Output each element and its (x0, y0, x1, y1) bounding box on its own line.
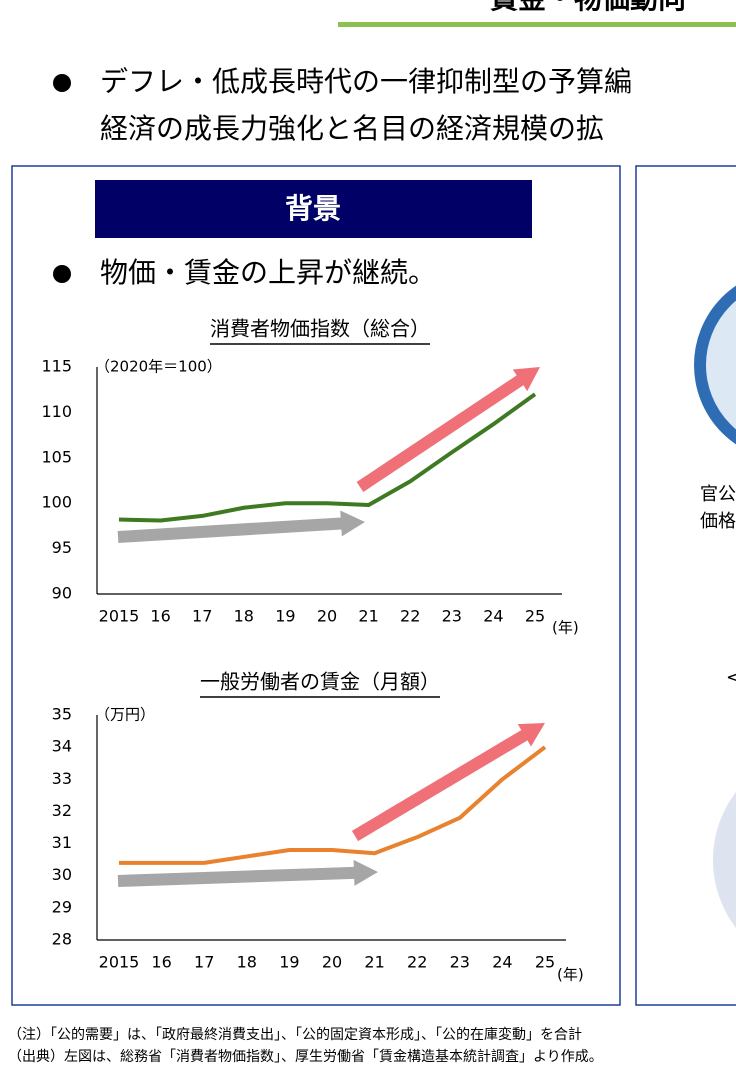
right-text: < (726, 667, 736, 688)
trend-arrow (356, 367, 540, 492)
chart-title: 一般労働者の賃金（月額） (200, 670, 440, 694)
x-tick-label: 2015 (99, 953, 140, 972)
y-tick-label: 29 (52, 897, 72, 916)
bullet-dot (53, 265, 71, 283)
x-tick-label: 22 (407, 953, 427, 972)
trend-arrow (351, 723, 545, 842)
x-unit-label: (年) (552, 619, 579, 637)
y-unit-label: （2020年＝100） (95, 358, 222, 376)
x-tick-label: 21 (364, 953, 384, 972)
left-panel (11, 165, 621, 1006)
x-tick-label: 24 (492, 953, 512, 972)
x-tick-label: 25 (525, 607, 545, 626)
x-unit-label: (年) (557, 966, 584, 984)
x-tick-label: 22 (400, 607, 420, 626)
x-tick-label: 17 (194, 953, 214, 972)
y-tick-label: 33 (52, 769, 72, 788)
data-line (118, 392, 537, 523)
y-tick-label: 28 (52, 930, 72, 949)
x-tick-label: 16 (150, 607, 170, 626)
circle-graphic (713, 792, 736, 928)
circle-graphic (694, 285, 736, 445)
right-text: 官公 (700, 484, 736, 505)
trend-arrow (117, 510, 366, 543)
trend-arrow (117, 859, 379, 887)
page-title: 賃金・物価動向 (489, 0, 686, 15)
y-tick-label: 32 (52, 801, 72, 820)
x-tick-label: 23 (450, 953, 470, 972)
x-tick-label: 23 (442, 607, 462, 626)
x-tick-label: 17 (192, 607, 212, 626)
y-tick-label: 31 (52, 833, 72, 852)
panel-heading: 背景 (285, 192, 341, 225)
y-tick-label: 90 (52, 584, 72, 603)
bullet-dot (53, 74, 71, 92)
x-tick-label: 18 (237, 953, 257, 972)
x-tick-label: 20 (317, 607, 337, 626)
y-tick-label: 100 (41, 493, 72, 512)
panel-bullet: 物価・賃金の上昇が継続。 (100, 256, 436, 289)
x-tick-label: 24 (483, 607, 503, 626)
x-tick-label: 18 (234, 607, 254, 626)
footnote: （出典）左図は、総務省「消費者物価指数」、厚生労働省「賃金構造基本統計調査」より… (8, 1048, 603, 1065)
x-tick-label: 19 (275, 607, 295, 626)
y-tick-label: 35 (52, 705, 72, 724)
bullet-text: 経済の成長力強化と名目の経済規模の拡 (100, 112, 604, 145)
x-tick-label: 25 (535, 953, 555, 972)
bullet-text: デフレ・低成長時代の一律抑制型の予算編 (100, 65, 632, 98)
right-text: 価格 (700, 511, 736, 532)
title-underline (338, 22, 736, 27)
footnote: （注）「公的需要」は、「政府最終消費支出」、「公的固定資本形成」、「公的在庫変動… (8, 1026, 582, 1043)
y-tick-label: 95 (52, 538, 72, 557)
y-unit-label: （万円） (95, 706, 155, 724)
x-tick-label: 2015 (99, 607, 140, 626)
y-tick-label: 105 (41, 447, 72, 466)
y-tick-label: 30 (52, 865, 72, 884)
panel-heading-box (95, 180, 532, 238)
data-line (119, 745, 547, 865)
x-tick-label: 19 (279, 953, 299, 972)
chart-title: 消費者物価指数（総合） (210, 317, 430, 341)
right-panel (635, 165, 736, 1006)
x-tick-label: 21 (358, 607, 378, 626)
y-tick-label: 34 (52, 737, 72, 756)
y-tick-label: 115 (41, 357, 72, 376)
x-tick-label: 20 (322, 953, 342, 972)
x-tick-label: 16 (151, 953, 171, 972)
y-tick-label: 110 (41, 402, 72, 421)
